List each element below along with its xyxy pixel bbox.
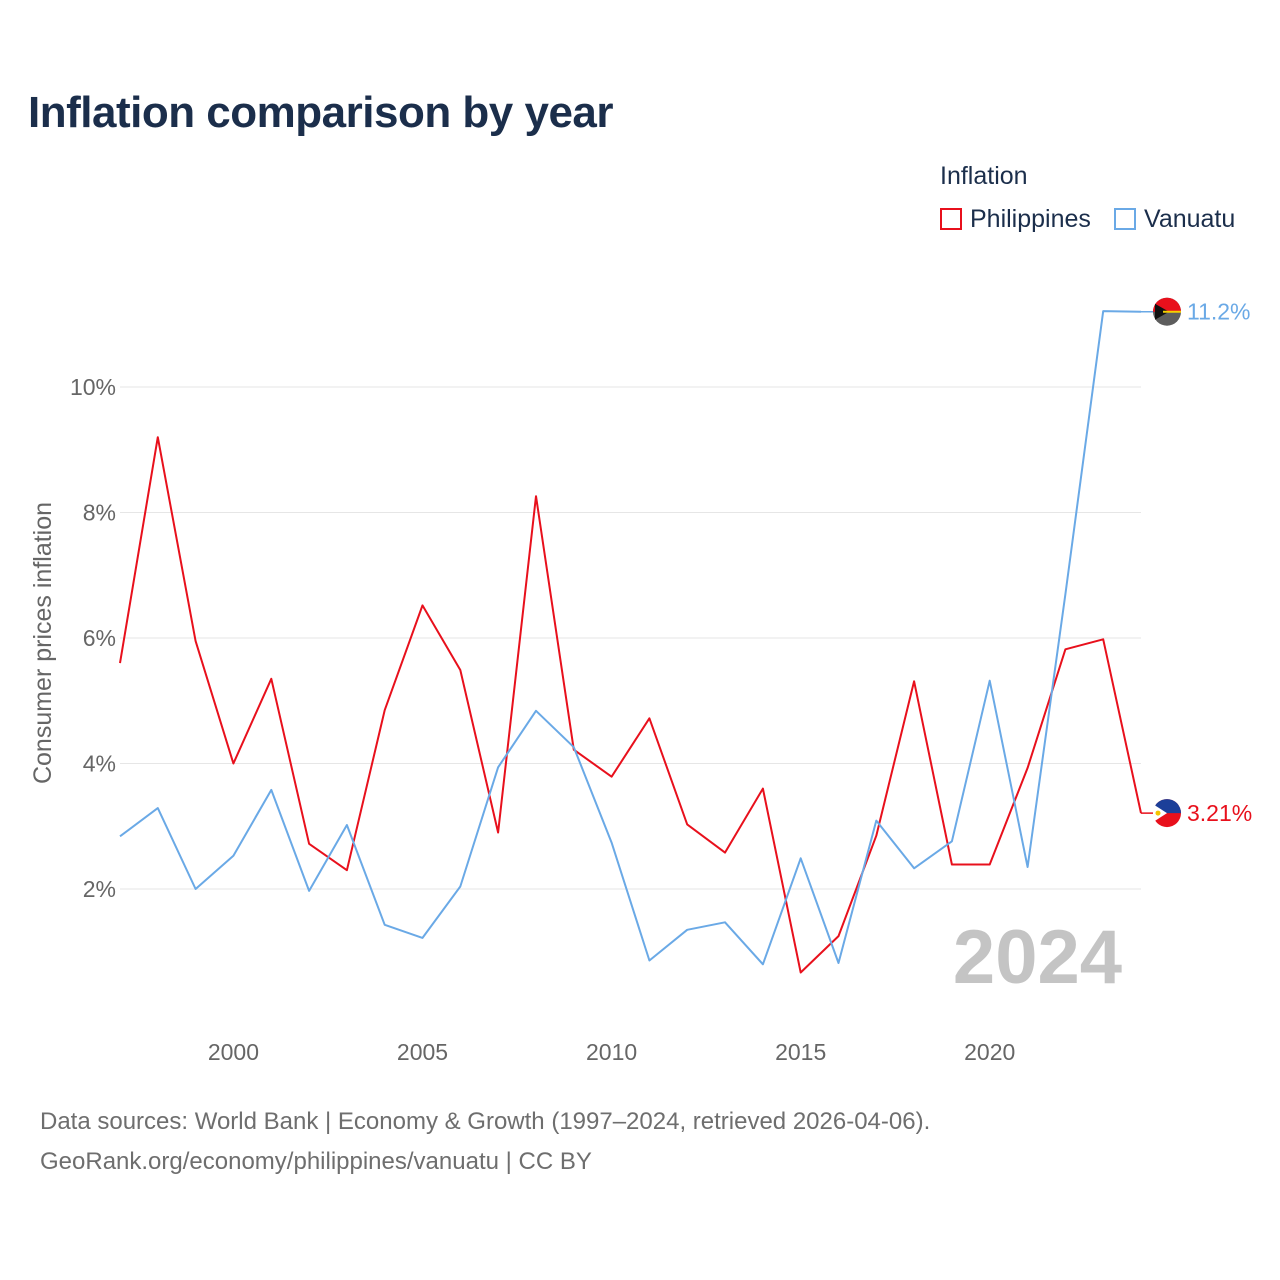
data-point-vanuatu[interactable] bbox=[421, 936, 425, 940]
data-point-vanuatu[interactable] bbox=[496, 765, 500, 769]
series-line-philippines[interactable] bbox=[119, 436, 1142, 974]
y-tick-label: 10% bbox=[70, 374, 116, 400]
y-tick-label: 2% bbox=[83, 876, 116, 902]
data-point-vanuatu[interactable] bbox=[799, 856, 803, 860]
flag-icon-philippines bbox=[1153, 799, 1181, 828]
data-point-vanuatu[interactable] bbox=[118, 834, 122, 838]
data-point-philippines[interactable] bbox=[761, 787, 765, 791]
data-point-philippines[interactable] bbox=[156, 435, 160, 439]
y-tick-label: 8% bbox=[83, 500, 116, 526]
x-tick-label: 2020 bbox=[964, 1039, 1015, 1065]
x-axis-ticks: 2000 2005 2010 2015 2020 bbox=[208, 1039, 1015, 1065]
x-tick-label: 2010 bbox=[586, 1039, 637, 1065]
data-point-philippines[interactable] bbox=[1101, 637, 1105, 641]
data-point-philippines[interactable] bbox=[383, 708, 387, 712]
gridlines bbox=[120, 386, 1141, 890]
data-point-vanuatu[interactable] bbox=[988, 679, 992, 683]
flag-icon-vanuatu bbox=[1153, 297, 1181, 326]
data-point-vanuatu[interactable] bbox=[572, 745, 576, 749]
source-note: Data sources: World Bank | Economy & Gro… bbox=[40, 1108, 931, 1135]
y-tick-label: 6% bbox=[83, 625, 116, 651]
data-point-vanuatu[interactable] bbox=[836, 961, 840, 965]
data-point-philippines[interactable] bbox=[723, 851, 727, 855]
data-point-philippines[interactable] bbox=[458, 668, 462, 672]
end-labels: 3.21% 11.2% bbox=[1141, 297, 1252, 828]
data-point-philippines[interactable] bbox=[194, 639, 198, 643]
data-point-vanuatu[interactable] bbox=[231, 854, 235, 858]
data-point-vanuatu[interactable] bbox=[269, 788, 273, 792]
data-point-vanuatu[interactable] bbox=[950, 839, 954, 843]
data-point-philippines[interactable] bbox=[345, 868, 349, 872]
data-point-philippines[interactable] bbox=[307, 842, 311, 846]
data-point-vanuatu[interactable] bbox=[874, 819, 878, 823]
data-point-vanuatu[interactable] bbox=[1063, 592, 1067, 596]
data-point-philippines[interactable] bbox=[496, 831, 500, 835]
data-point-philippines[interactable] bbox=[421, 603, 425, 607]
series-line-vanuatu[interactable] bbox=[119, 310, 1142, 966]
legend-label-philippines: Philippines bbox=[970, 204, 1091, 233]
data-point-philippines[interactable] bbox=[647, 716, 651, 720]
data-point-philippines[interactable] bbox=[685, 822, 689, 826]
data-point-vanuatu[interactable] bbox=[912, 866, 916, 870]
source-url[interactable]: GeoRank.org/economy/philippines/vanuatu … bbox=[40, 1148, 592, 1175]
series-lines bbox=[118, 309, 1142, 974]
data-point-philippines[interactable] bbox=[1026, 766, 1030, 770]
data-point-vanuatu[interactable] bbox=[458, 884, 462, 888]
chart-title: Inflation comparison by year bbox=[28, 88, 614, 137]
data-point-philippines[interactable] bbox=[988, 863, 992, 867]
data-point-vanuatu[interactable] bbox=[345, 823, 349, 827]
data-point-philippines[interactable] bbox=[231, 762, 235, 766]
data-point-philippines[interactable] bbox=[269, 677, 273, 681]
legend-title: Inflation bbox=[940, 162, 1028, 190]
data-point-vanuatu[interactable] bbox=[194, 887, 198, 891]
legend-item-philippines[interactable]: Philippines bbox=[940, 204, 1091, 234]
data-point-vanuatu[interactable] bbox=[610, 841, 614, 845]
legend-label-vanuatu: Vanuatu bbox=[1144, 204, 1236, 233]
y-axis-title: Consumer prices inflation bbox=[29, 502, 57, 784]
data-point-philippines[interactable] bbox=[118, 661, 122, 665]
data-point-philippines[interactable] bbox=[1063, 647, 1067, 651]
legend-swatch-philippines bbox=[940, 208, 962, 230]
end-label-philippines: 3.21% bbox=[1187, 800, 1252, 826]
data-point-philippines[interactable] bbox=[799, 970, 803, 974]
data-point-philippines[interactable] bbox=[874, 834, 878, 838]
line-chart: 2% 4% 6% 8% 10% 2000 2005 2010 2015 2020 Consume… bbox=[29, 297, 1252, 1065]
data-point-vanuatu[interactable] bbox=[685, 928, 689, 932]
data-point-vanuatu[interactable] bbox=[647, 959, 651, 963]
x-tick-label: 2005 bbox=[397, 1039, 448, 1065]
data-point-vanuatu[interactable] bbox=[156, 806, 160, 810]
data-point-vanuatu[interactable] bbox=[383, 923, 387, 927]
x-tick-label: 2000 bbox=[208, 1039, 259, 1065]
data-point-vanuatu[interactable] bbox=[1026, 865, 1030, 869]
year-watermark: 2024 bbox=[953, 915, 1122, 1000]
data-point-vanuatu[interactable] bbox=[761, 962, 765, 966]
data-point-philippines[interactable] bbox=[534, 494, 538, 498]
data-point-philippines[interactable] bbox=[610, 775, 614, 779]
data-point-vanuatu[interactable] bbox=[723, 920, 727, 924]
y-tick-label: 4% bbox=[83, 751, 116, 777]
data-point-philippines[interactable] bbox=[950, 863, 954, 867]
data-point-vanuatu[interactable] bbox=[1101, 309, 1105, 313]
data-point-vanuatu[interactable] bbox=[307, 889, 311, 893]
legend-swatch-vanuatu bbox=[1114, 208, 1136, 230]
data-point-philippines[interactable] bbox=[836, 934, 840, 938]
data-point-philippines[interactable] bbox=[912, 679, 916, 683]
legend-item-vanuatu[interactable]: Vanuatu bbox=[1114, 204, 1235, 234]
y-axis-ticks: 2% 4% 6% 8% 10% bbox=[70, 374, 116, 902]
x-tick-label: 2015 bbox=[775, 1039, 826, 1065]
data-point-vanuatu[interactable] bbox=[534, 709, 538, 713]
end-label-vanuatu: 11.2% bbox=[1187, 299, 1251, 325]
